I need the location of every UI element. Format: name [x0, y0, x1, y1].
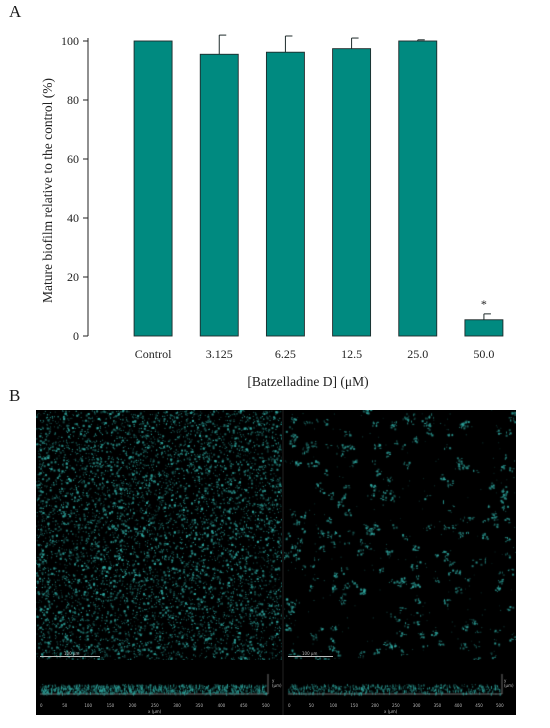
x-axis-title: [Batzelladine D] (μM) [247, 374, 368, 389]
y-tick-label: 20 [67, 270, 79, 284]
x-tick-label: 200 [371, 703, 379, 708]
y-tick-label: 80 [67, 93, 79, 107]
bottom-axis-label: x (μm) [148, 709, 162, 714]
x-tick-label: 350 [433, 703, 442, 708]
x-tick-label: 12.5 [341, 347, 362, 361]
x-tick-label: 400 [217, 703, 226, 708]
x-tick-label: 450 [239, 703, 248, 708]
scale-bar-label: 100 μm [302, 651, 318, 656]
y-tick-label: 40 [67, 211, 79, 225]
x-tick-label: 300 [173, 703, 181, 708]
x-tick-label: 0 [288, 703, 291, 708]
x-tick-label: 350 [195, 703, 204, 708]
x-tick-label: 400 [454, 703, 463, 708]
y-axis-title: Mature biofilm relative to the control (… [40, 78, 55, 303]
x-tick-label: 6.25 [275, 347, 296, 361]
scale-bar [288, 656, 333, 657]
panel-label-a: A [9, 2, 22, 21]
x-tick-label: 100 [329, 703, 338, 708]
y-tick-label: 0 [73, 329, 79, 343]
x-tick-label: 500 [496, 703, 504, 708]
x-tick-label: 50 [62, 703, 68, 708]
bar [332, 48, 372, 337]
biofilm-image-treated [284, 410, 516, 660]
chart-labels: 0 20 40 60 80 100 Control 3.125 6.25 12.5 25.0 * 50.… [40, 34, 494, 389]
bar [464, 319, 504, 337]
x-tick-label: 150 [350, 703, 359, 708]
x-tick-label: 200 [128, 703, 137, 708]
orthogonal-view-treated [284, 672, 516, 702]
bar [398, 40, 438, 337]
bar-chart: 0 20 40 60 80 100 Control 3.125 6.25 12.5 25.0 * 50.… [40, 34, 504, 389]
x-tick-label: 150 [106, 703, 115, 708]
microscopy-panel: 100 μm y (μm) x (μm) 0 50 100 150 200 250 300 3… [36, 410, 516, 715]
x-tick-label: 100 [84, 703, 93, 708]
y-tick-label: 60 [67, 152, 79, 166]
microscopy-image-treated: 100 μm y (μm) x (μm) 0 50 100 150 200 250 300 3… [284, 410, 516, 715]
panel-divider [282, 410, 284, 715]
x-tick-label: 50 [308, 703, 314, 708]
x-tick-label: 3.125 [206, 347, 233, 361]
x-tick-label: 25.0 [407, 347, 428, 361]
chart-axes [83, 38, 89, 337]
x-tick-label: 0 [40, 703, 43, 708]
scale-bar [40, 656, 100, 657]
x-tick-label: Control [135, 347, 172, 361]
side-axis-label: y (μm) [272, 678, 282, 688]
x-tick-label: 250 [392, 703, 400, 708]
x-tick-label: 300 [412, 703, 421, 708]
x-tick-label: 250 [151, 703, 159, 708]
chart-bars [133, 34, 504, 337]
bar [133, 40, 173, 337]
biofilm-image-control [36, 410, 282, 660]
x-tick-label: 50.0 [473, 347, 494, 361]
orthogonal-view-control [36, 672, 282, 702]
significance-marker: * [481, 297, 487, 311]
bar [199, 53, 239, 337]
panel-label-b: B [9, 386, 21, 405]
bar [265, 51, 305, 337]
x-tick-label: 450 [475, 703, 483, 708]
bottom-axis-label: x (μm) [384, 709, 398, 714]
microscopy-image-control: 100 μm y (μm) x (μm) 0 50 100 150 200 250 300 3… [36, 410, 282, 715]
y-tick-label: 100 [61, 34, 79, 48]
x-tick-label: 500 [262, 703, 270, 708]
side-axis-label: y (μm) [504, 678, 514, 688]
scale-bar-label: 100 μm [64, 651, 80, 656]
